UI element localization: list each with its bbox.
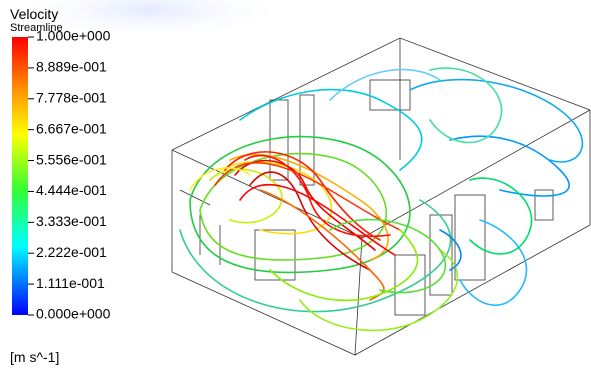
tick-label: 7.778e-001 bbox=[36, 89, 107, 105]
tick-label: 1.000e+000 bbox=[36, 28, 111, 44]
legend-units: [m s^-1] bbox=[10, 349, 59, 365]
tick-label: 2.222e-001 bbox=[36, 244, 107, 260]
tick-label: 0.000e+000 bbox=[36, 306, 111, 322]
legend-ticks: 1.000e+000 8.889e-001 7.778e-001 6.667e-001… bbox=[28, 28, 111, 322]
screenshot: Velocity Streamline 1.000e+0008.889e-001… bbox=[0, 0, 591, 371]
legend-title: Velocity bbox=[10, 6, 58, 22]
tick-label: 4.444e-001 bbox=[36, 182, 107, 198]
tick-label: 6.667e-001 bbox=[36, 120, 107, 136]
domain-wireframe bbox=[172, 38, 590, 355]
streamlines bbox=[180, 68, 582, 330]
tick-label: 8.889e-001 bbox=[36, 59, 107, 75]
tick-label: 5.556e-001 bbox=[36, 151, 107, 167]
color-bar bbox=[12, 37, 28, 315]
tick-label: 3.333e-001 bbox=[36, 213, 107, 229]
tick-label: 1.111e-001 bbox=[36, 275, 105, 291]
